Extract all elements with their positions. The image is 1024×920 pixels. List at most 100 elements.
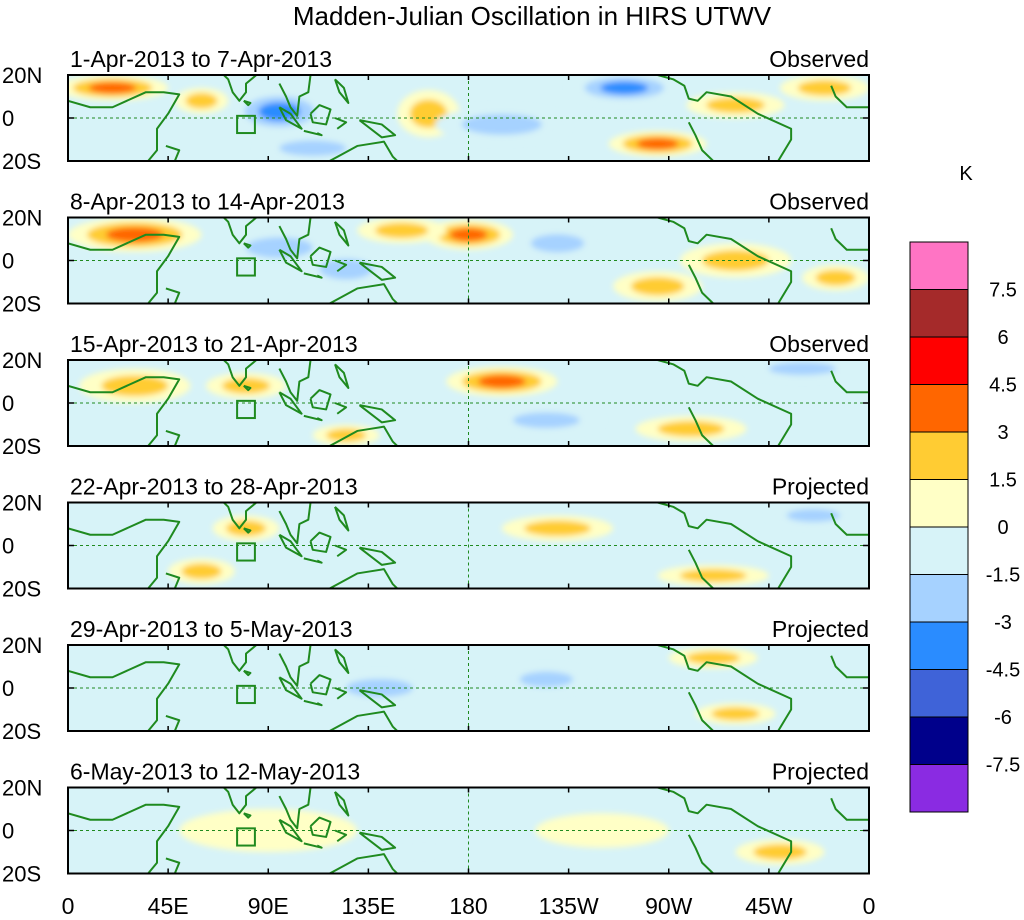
coastline: [334, 78, 350, 104]
coastline: [334, 402, 348, 415]
colorbar-swatch: [909, 621, 969, 670]
coastline: [334, 506, 350, 532]
colorbar-swatch: [909, 669, 969, 718]
coastline: [68, 376, 181, 446]
y-tick-label: 20S: [2, 719, 41, 744]
coastlines: [68, 787, 869, 874]
y-tick-label: 20N: [2, 776, 42, 801]
panel: 20N 0 20S 6-May-2013 to 12-May-2013 Projecte…: [2, 759, 870, 887]
y-tick-label: 20S: [2, 862, 41, 887]
coastline: [334, 648, 350, 674]
y-tick-label: 20N: [2, 491, 42, 516]
coastline: [358, 546, 397, 566]
coastlines: [68, 645, 869, 731]
colorbar-label: 6: [997, 327, 1008, 349]
coastline: [303, 557, 323, 564]
anomaly-contour: [530, 234, 585, 253]
coastline: [687, 549, 714, 589]
coastline: [278, 787, 312, 830]
x-tick-label: 135W: [539, 893, 599, 919]
coastline: [358, 689, 397, 709]
coastline: [222, 75, 258, 102]
panel-status: Projected: [772, 759, 869, 785]
panel-status: Observed: [769, 189, 869, 215]
coastline: [327, 710, 399, 731]
panel-status: Observed: [769, 46, 869, 72]
coastline: [68, 91, 181, 161]
anomaly-contour: [636, 138, 679, 150]
coastline: [303, 272, 323, 279]
y-tick-label: 20N: [2, 63, 42, 88]
anomaly-contour: [630, 277, 685, 296]
panel: 20N 0 20S 22-Apr-2013 to 28-Apr-2013 Project…: [2, 474, 870, 602]
colorbar-label: -3: [994, 612, 1012, 634]
coastline: [165, 572, 181, 589]
panel-status: Projected: [772, 616, 869, 642]
y-tick-label: 20S: [2, 577, 41, 602]
coastline: [327, 140, 399, 161]
coastline: [327, 283, 399, 304]
colorbar-label: -4.5: [986, 660, 1020, 682]
anomaly-contour: [478, 375, 526, 388]
coastline: [657, 75, 793, 161]
anomaly-field: [168, 504, 858, 587]
colorbar-label: 1.5: [989, 470, 1017, 492]
y-tick-label: 0: [2, 819, 14, 844]
y-tick-label: 20S: [2, 434, 41, 459]
colorbar-swatch: [909, 336, 969, 385]
coastline: [165, 714, 181, 731]
coastline: [243, 384, 252, 392]
coastline: [687, 121, 714, 161]
coastline: [278, 75, 312, 117]
anomaly-contour: [686, 651, 740, 665]
y-tick-label: 0: [2, 106, 14, 131]
anomaly-contour: [753, 844, 807, 860]
coastline: [830, 797, 869, 821]
y-tick-label: 0: [2, 534, 14, 559]
coastline: [222, 360, 258, 387]
coastline: [657, 645, 793, 731]
coastline: [222, 645, 258, 672]
anomaly-contour: [185, 93, 218, 109]
coastline: [309, 674, 332, 696]
coastline: [334, 117, 348, 130]
region-box: [236, 257, 256, 277]
coastline: [243, 242, 252, 249]
coastline: [327, 425, 399, 446]
coastlines: [68, 217, 869, 304]
anomaly-contour: [657, 421, 725, 437]
coastline: [687, 691, 714, 731]
coastline: [309, 246, 332, 268]
colorbar-swatch: [909, 431, 969, 480]
coastline: [657, 502, 793, 589]
colorbar-swatch: [909, 384, 969, 433]
anomaly-contour: [797, 80, 852, 96]
coastline: [334, 259, 348, 273]
x-tick-label: 45E: [148, 893, 189, 919]
colorbar-label: 0: [997, 517, 1008, 539]
coastline: [303, 699, 323, 707]
colorbar-label: 7.5: [989, 280, 1017, 302]
y-tick-label: 0: [2, 249, 14, 274]
panel-period: 1-Apr-2013 to 7-Apr-2013: [70, 46, 332, 72]
anomaly-contour: [461, 114, 542, 135]
anomaly-contour: [106, 227, 164, 243]
colorbar-label: -7.5: [986, 755, 1020, 777]
anomaly-contour: [524, 520, 591, 537]
y-tick-label: 20N: [2, 348, 42, 373]
coastline: [687, 264, 714, 304]
anomaly-contour: [88, 82, 137, 94]
panel-period: 8-Apr-2013 to 14-Apr-2013: [70, 189, 345, 215]
colorbar-label: -6: [994, 707, 1012, 729]
coastline: [278, 391, 303, 415]
coastline: [334, 221, 350, 247]
colorbar: 7.5 6 4.5 3 1.5 0 -1.5 -3 -4.5 -6 -7.5: [909, 241, 1020, 813]
anomaly-contour: [711, 707, 760, 721]
coastline: [358, 261, 397, 281]
coastline: [687, 406, 714, 446]
coastline: [222, 787, 258, 815]
coastline: [68, 518, 181, 589]
coastline: [309, 531, 332, 553]
coastline: [278, 106, 303, 130]
panels: 20N 0 20S 1-Apr-2013 to 7-Apr-2013 Observed 2…: [2, 46, 870, 887]
